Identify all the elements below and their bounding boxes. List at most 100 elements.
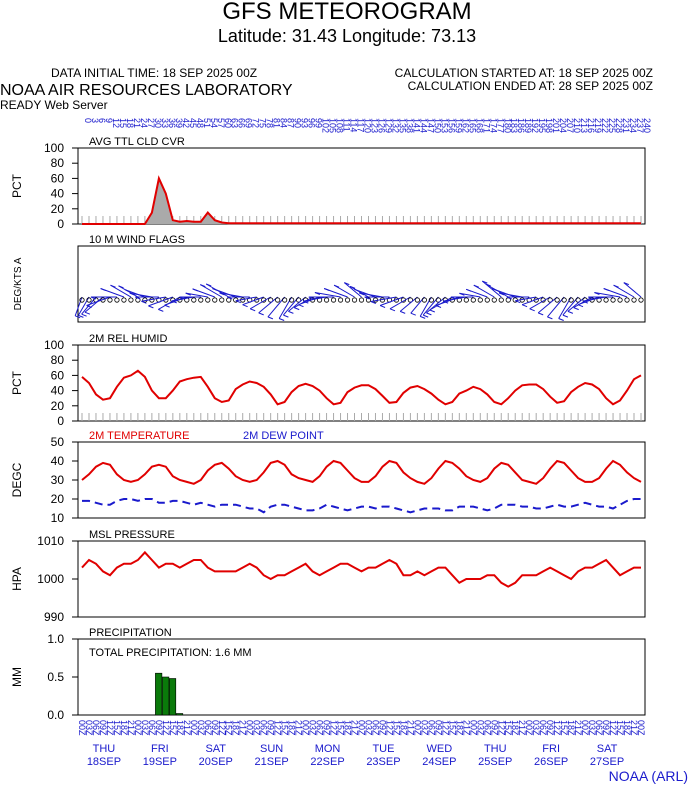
wind-barb-flag bbox=[450, 296, 457, 300]
top-hour-label: 180 bbox=[502, 118, 512, 133]
top-hour-label: 87 bbox=[286, 118, 296, 128]
cloud-ytick: 60 bbox=[51, 171, 65, 185]
wind-barb-flag bbox=[529, 308, 535, 312]
wind-barb-flag bbox=[135, 296, 141, 300]
wind-barb bbox=[235, 296, 257, 302]
bottom-utc-label: 00Z bbox=[77, 720, 87, 736]
top-hour-label: 126 bbox=[376, 118, 386, 133]
wind-barb-flag bbox=[324, 288, 330, 291]
top-hour-label: 69 bbox=[244, 118, 254, 128]
wind-barb-flag bbox=[538, 312, 544, 316]
date-label: 26SEP bbox=[534, 756, 568, 768]
top-hour-label: 105 bbox=[328, 118, 338, 133]
wind-label: 10 M WIND FLAGS bbox=[89, 234, 185, 246]
cloud-ytick: 40 bbox=[51, 187, 65, 201]
day-of-week-label: SAT bbox=[597, 743, 618, 755]
bottom-utc-label: 15Z bbox=[336, 720, 346, 736]
wind-station-circle bbox=[547, 297, 553, 303]
date-label: 20SEP bbox=[199, 756, 233, 768]
wind-barb bbox=[537, 296, 558, 314]
bottom-utc-label: 00Z bbox=[133, 720, 143, 736]
wind-barb-flag bbox=[613, 284, 619, 288]
bottom-utc-label: 21Z bbox=[294, 720, 304, 736]
top-hour-label: 99 bbox=[314, 118, 324, 128]
top-hour-label: 162 bbox=[460, 118, 470, 133]
precip-bar bbox=[162, 676, 170, 716]
top-hour-label: 54 bbox=[209, 118, 219, 128]
wind-barb-flag bbox=[429, 309, 435, 313]
bottom-utc-label: 12Z bbox=[329, 720, 339, 736]
wind-frame bbox=[77, 245, 646, 323]
wind-barb-flag bbox=[148, 305, 154, 309]
top-hour-label: 123 bbox=[369, 118, 379, 133]
pressure-ytick: 1000 bbox=[37, 572, 64, 586]
wind-barb-flag bbox=[573, 307, 579, 311]
bottom-utc-label: 15Z bbox=[447, 720, 457, 736]
bottom-utc-label: 03Z bbox=[475, 720, 485, 736]
wind-barb bbox=[613, 284, 635, 298]
date-label: 25SEP bbox=[478, 756, 512, 768]
bottom-utc-label: 21Z bbox=[461, 720, 471, 736]
pressure-series bbox=[81, 550, 641, 588]
bottom-utc-label: 00Z bbox=[412, 720, 422, 736]
bottom-utc-label: 09Z bbox=[545, 720, 555, 736]
date-label: 27SEP bbox=[590, 756, 624, 768]
bottom-utc-label: 06Z bbox=[315, 720, 325, 736]
wind-barb-flag bbox=[485, 283, 491, 287]
wind-station-circle bbox=[344, 297, 351, 303]
wind-barb-flag bbox=[84, 311, 91, 315]
precip-ylabel: MM bbox=[10, 667, 24, 687]
wind-barb bbox=[573, 296, 593, 309]
top-hour-label: 210 bbox=[572, 118, 582, 133]
top-hour-label: 138 bbox=[404, 118, 414, 133]
wind-barb-flag bbox=[308, 296, 314, 300]
day-of-week-label: TUE bbox=[372, 743, 394, 755]
bottom-utc-label: 03Z bbox=[196, 720, 206, 736]
wind-station-circle bbox=[498, 297, 504, 303]
wind-barb-flag bbox=[547, 316, 553, 320]
cloud-ylabel: PCT bbox=[10, 173, 24, 198]
wind-barb bbox=[459, 292, 481, 298]
wind-barb bbox=[547, 296, 565, 318]
wind-barb bbox=[577, 296, 600, 306]
chart-title: GFS METEOROGRAM bbox=[222, 0, 472, 25]
top-hour-label: 30 bbox=[153, 118, 163, 128]
top-hour-label: 48 bbox=[195, 118, 205, 128]
wind-barb bbox=[86, 296, 111, 306]
wind-barb bbox=[200, 284, 223, 298]
temperature-ylabel: DEGC bbox=[10, 462, 24, 497]
wind-barb-flag bbox=[515, 300, 521, 304]
bottom-utc-label: 09Z bbox=[433, 720, 443, 736]
top-hour-label: 0 bbox=[83, 118, 93, 123]
wind-barb-flag bbox=[420, 315, 426, 319]
top-hour-label: 213 bbox=[579, 118, 589, 133]
temperature-series bbox=[81, 459, 642, 485]
wind-station-circle bbox=[323, 297, 330, 303]
bottom-utc-label: 06Z bbox=[259, 720, 269, 736]
wind-barb bbox=[515, 296, 537, 302]
bottom-utc-label: 18Z bbox=[510, 720, 520, 736]
wind-barb-flag bbox=[558, 318, 564, 321]
wind-barb-flag bbox=[349, 285, 356, 289]
wind-station-circle bbox=[282, 297, 288, 303]
top-hour-label: 81 bbox=[272, 118, 282, 128]
wind-barb-flag bbox=[314, 292, 321, 295]
wind-barb bbox=[529, 296, 551, 310]
top-hour-label: 177 bbox=[495, 118, 505, 133]
day-of-week-label: THU bbox=[93, 743, 116, 755]
wind-barb-flag bbox=[410, 312, 416, 316]
wind-barb bbox=[258, 296, 278, 314]
date-label: 22SEP bbox=[310, 756, 344, 768]
dewpoint-series bbox=[82, 498, 641, 514]
precip-bar bbox=[155, 672, 163, 716]
bottom-utc-label: 21Z bbox=[182, 720, 192, 736]
wind-station-circle bbox=[624, 297, 630, 303]
wind-barb-flag bbox=[344, 282, 350, 286]
top-hour-label: 201 bbox=[551, 118, 561, 133]
bottom-utc-label: 12Z bbox=[161, 720, 171, 736]
dewpoint-label: 2M DEW POINT bbox=[243, 430, 324, 442]
temperature-ytick: 50 bbox=[51, 435, 65, 449]
bottom-utc-label: 12Z bbox=[552, 720, 562, 736]
bottom-utc-label: 12Z bbox=[384, 720, 394, 736]
wind-barb bbox=[349, 285, 369, 298]
